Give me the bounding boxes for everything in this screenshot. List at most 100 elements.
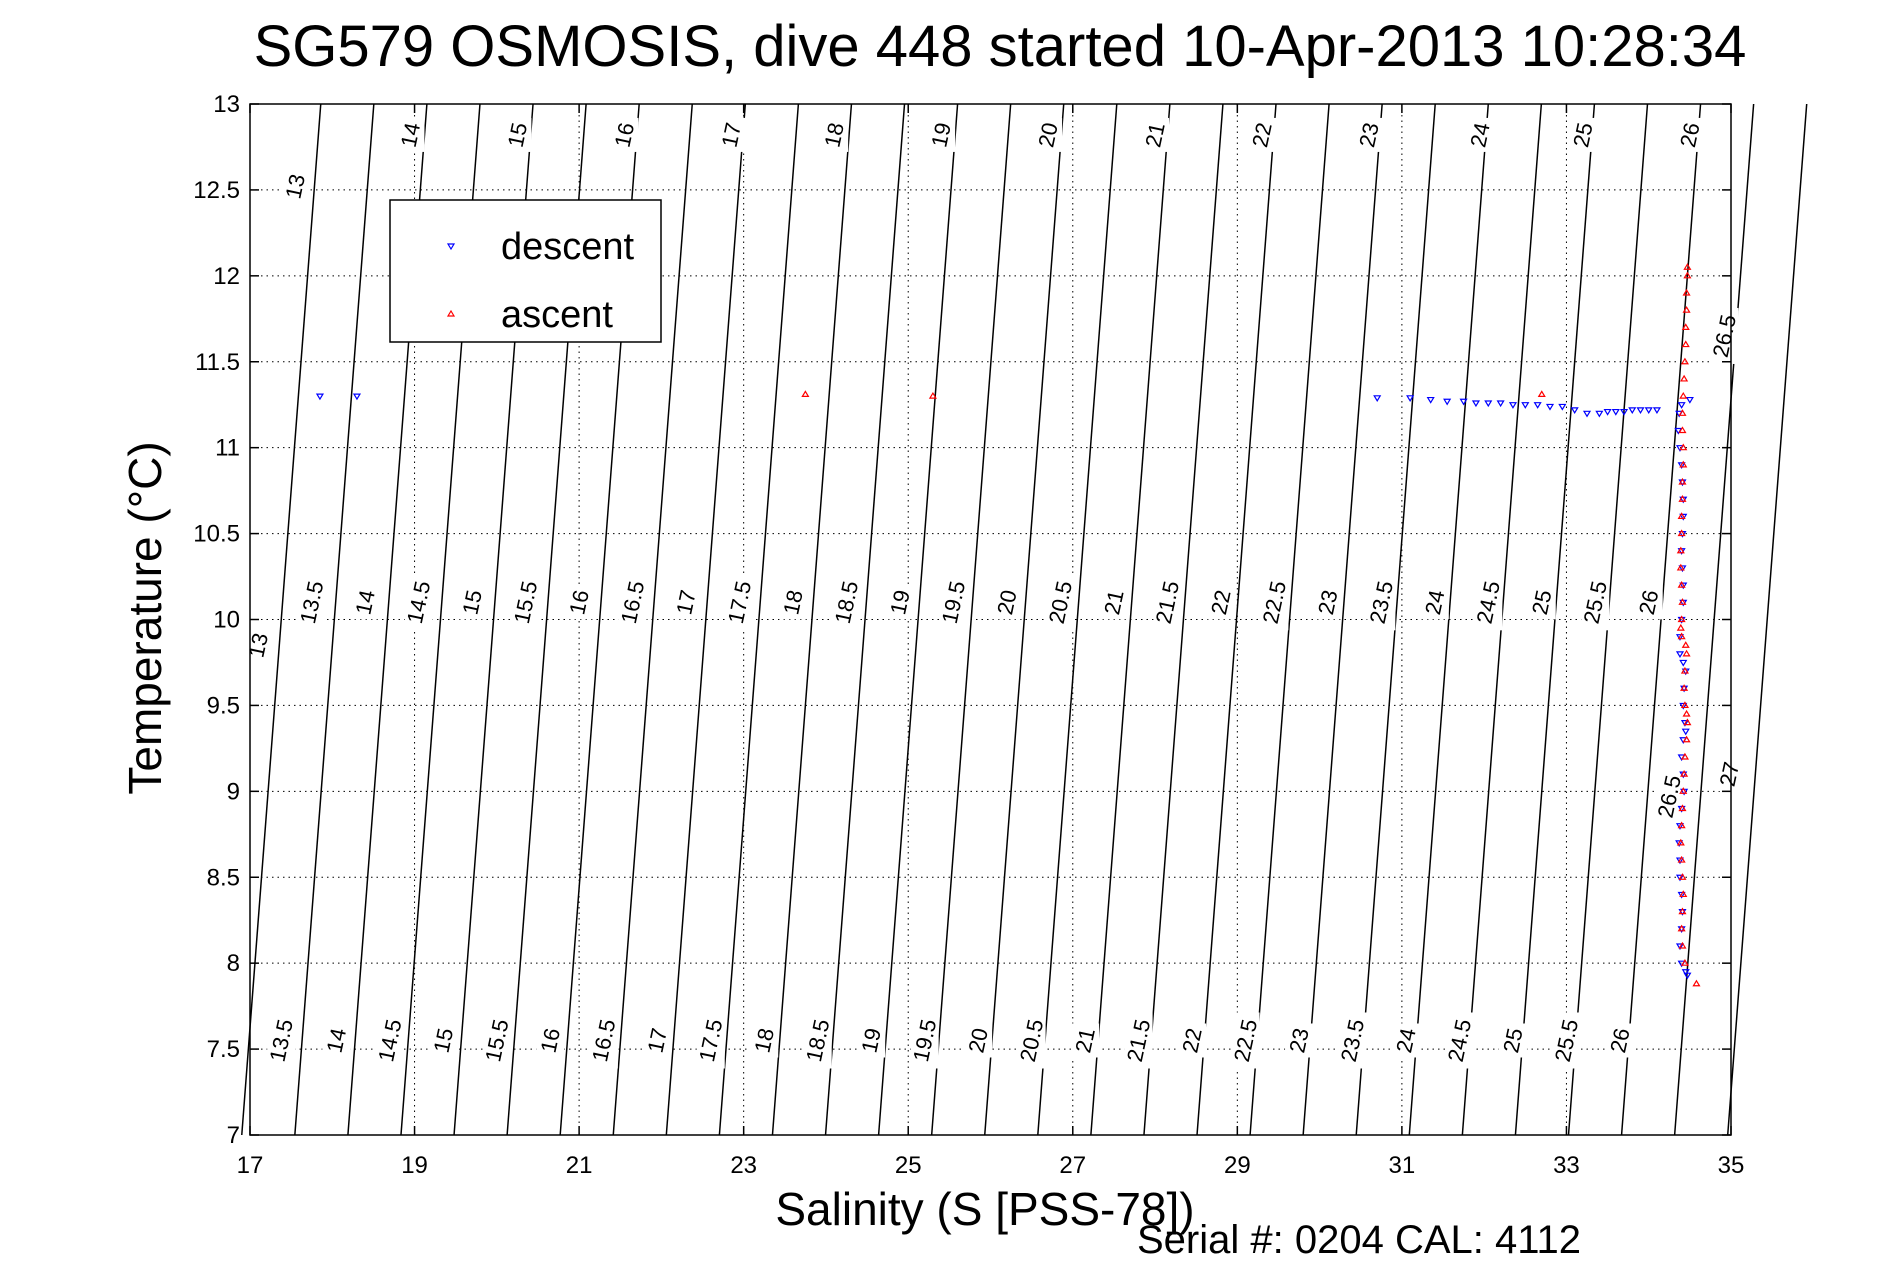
descent-point <box>1679 513 1688 521</box>
descent-point <box>1652 407 1662 415</box>
contour-label-bg <box>820 117 849 152</box>
contour-label-bg <box>717 117 746 152</box>
isopycnal-line <box>1249 103 1330 1136</box>
contour-label: 25 <box>1498 1026 1528 1055</box>
contour-label-bg <box>857 1023 886 1058</box>
contour-label-bg <box>1498 1023 1527 1058</box>
ascent-point <box>1680 752 1689 760</box>
contour-label: 24 <box>1420 588 1450 617</box>
ascent-point <box>1677 529 1686 537</box>
contour-label-bg <box>610 117 639 152</box>
ascent-point <box>1678 477 1687 485</box>
x-tick-label: 21 <box>566 1152 593 1179</box>
contour-label: 21 <box>1099 588 1129 617</box>
contour-label: 21 <box>1140 120 1170 149</box>
descent-point <box>1406 395 1415 403</box>
contour-label-bg <box>267 1012 296 1069</box>
contour-label-bg <box>429 1023 458 1058</box>
ascent-point <box>1682 288 1691 296</box>
isopycnal-line <box>824 103 906 1136</box>
contour-label-bg <box>1420 585 1449 620</box>
contour-label-bg <box>1605 1023 1634 1058</box>
contour-label: 24 <box>1465 120 1495 149</box>
descent-point <box>1681 969 1690 976</box>
ascent-point <box>1678 804 1687 812</box>
contour-label-bg <box>803 1012 832 1069</box>
contour-label: 15 <box>503 120 533 149</box>
x-axis-label: Salinity (S [PSS-78]) <box>775 1183 1194 1235</box>
contour-label: 19 <box>885 588 915 617</box>
descent-point <box>1459 398 1468 406</box>
isopycnal-line <box>930 103 1012 1136</box>
contour-label-bg <box>927 117 956 152</box>
contour-label-bg <box>1445 1012 1474 1069</box>
isopycnal-line <box>1726 103 1808 1136</box>
contour-label: 25 <box>1568 120 1598 149</box>
contour-label-bg <box>939 574 968 631</box>
contour-label: 22 <box>1177 1026 1207 1055</box>
contour-label-bg <box>396 117 425 152</box>
ascent-point <box>1677 615 1686 623</box>
contour-label-bg <box>1313 585 1342 620</box>
ascent-point <box>1678 598 1687 605</box>
isopycnal-line <box>294 103 375 1136</box>
y-tick-label: 8 <box>227 950 240 977</box>
contour-label-bg <box>322 1023 351 1058</box>
contour-label-bg <box>1206 585 1235 620</box>
contour-label-bg <box>281 169 310 204</box>
ascent-point <box>1678 409 1687 416</box>
contour-label-bg <box>1231 1012 1260 1069</box>
descent-point <box>1675 857 1685 865</box>
ascent-point <box>1681 323 1690 330</box>
ascent-point <box>1680 684 1689 691</box>
descent-point <box>1619 408 1629 416</box>
descent-point <box>1545 403 1555 411</box>
ascent-point <box>1679 787 1688 794</box>
contour-label: 22 <box>1247 120 1277 149</box>
descent-point <box>1680 720 1689 727</box>
contour-label-bg <box>536 1023 565 1058</box>
data-points <box>315 263 1701 987</box>
contour-label: 23 <box>1354 120 1384 149</box>
contour-label: 25 <box>1527 588 1557 617</box>
y-tick-label: 12 <box>213 263 240 290</box>
contour-label: 22 <box>1206 588 1236 617</box>
contour-label-bg <box>1527 585 1556 620</box>
descent-point <box>1595 410 1604 418</box>
ascent-point <box>1677 924 1686 932</box>
ascent-point <box>1678 941 1687 949</box>
ascent-point <box>1683 271 1692 279</box>
contour-label: 14 <box>322 1026 352 1055</box>
descent-point <box>1471 400 1480 408</box>
ascent-point <box>1681 340 1690 348</box>
descent-point <box>1677 402 1686 409</box>
legend-label-descent: descent <box>501 226 635 268</box>
contour-label-bg <box>1367 574 1396 631</box>
isopycnal-line <box>1143 103 1224 1136</box>
contour-label-bg <box>1474 574 1503 631</box>
ascent-point <box>1677 855 1686 863</box>
contour-label-bg <box>1392 1023 1421 1058</box>
ascent-point <box>1679 443 1688 451</box>
ascent-point <box>1679 890 1688 898</box>
contour-label-bg <box>244 628 273 663</box>
ascent-point <box>1680 701 1689 709</box>
descent-point <box>1675 874 1685 882</box>
contour-label-bg <box>1178 1023 1207 1058</box>
contour-label-bg <box>1710 307 1739 364</box>
ascent-point <box>1678 495 1687 502</box>
descent-point <box>1677 891 1686 899</box>
descent-point <box>1679 582 1688 590</box>
x-tick-label: 29 <box>1224 1152 1251 1179</box>
isopycnal-line <box>718 103 800 1136</box>
contour-label-bg <box>1675 117 1704 152</box>
contour-label: 26 <box>1634 588 1664 617</box>
x-tick-label: 17 <box>237 1152 264 1179</box>
ascent-point <box>801 390 810 397</box>
descent-point <box>315 393 324 401</box>
contour-label-bg <box>1655 768 1684 825</box>
descent-point <box>1679 659 1688 667</box>
descent-point <box>1681 728 1690 736</box>
